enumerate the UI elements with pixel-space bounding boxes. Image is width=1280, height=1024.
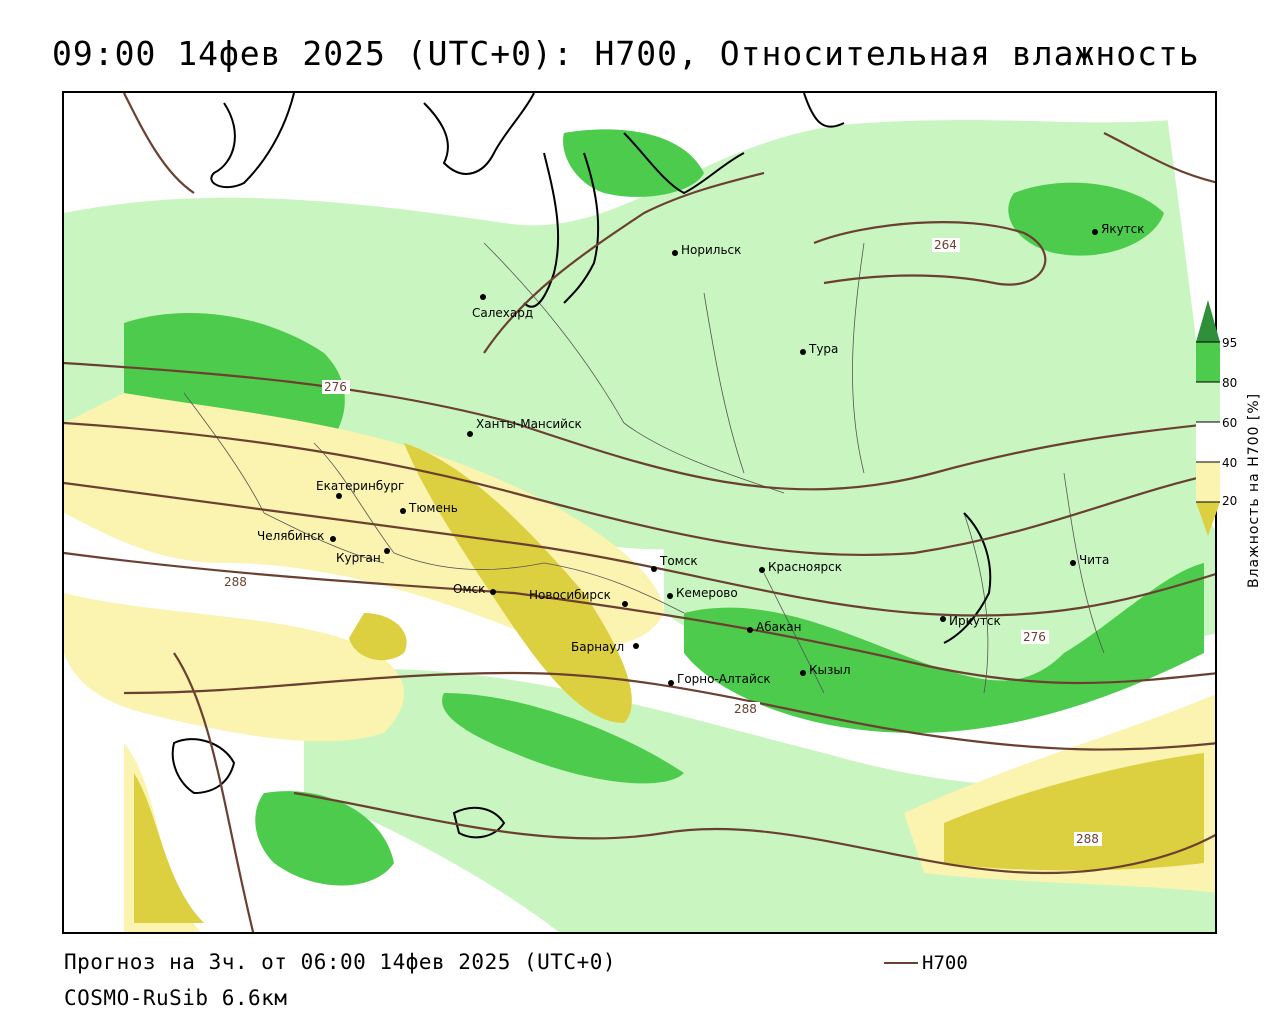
city-marker	[667, 593, 673, 599]
city-label: Челябинск	[257, 529, 324, 543]
city-label: Кемерово	[676, 586, 738, 600]
city-label: Новосибирск	[529, 588, 611, 602]
h700-legend-label: H700	[922, 952, 968, 974]
city-marker	[672, 250, 678, 256]
city-label: Кызыл	[809, 663, 851, 677]
city-label: Горно-Алтайск	[677, 672, 771, 686]
humidity-80-95-b	[563, 129, 704, 197]
city-label: Ханты-Мансийск	[476, 417, 582, 431]
contour-label: 264	[934, 238, 957, 252]
map-area: 264 276 276 288 288 288 Якутск Норильск …	[62, 91, 1217, 934]
city-label: Норильск	[681, 243, 741, 257]
city-marker	[467, 431, 473, 437]
city-marker	[400, 508, 406, 514]
colorbar-80-95	[1196, 342, 1220, 382]
city-marker	[330, 536, 336, 542]
city-marker	[940, 616, 946, 622]
h700-contours	[64, 93, 1215, 932]
city-marker	[800, 349, 806, 355]
city-label: Якутск	[1101, 222, 1145, 236]
colorbar-tick-80: 80	[1222, 376, 1238, 390]
humidity-colorbar	[1196, 300, 1220, 536]
humidity-80-95-e	[442, 693, 684, 784]
colorbar-tick-40: 40	[1222, 456, 1238, 470]
city-label: Томск	[659, 554, 698, 568]
humidity-80-95-f	[255, 791, 394, 886]
city-label: Тюмень	[408, 501, 458, 515]
model-name: COSMO-RuSib 6.6км	[64, 986, 288, 1010]
city-marker	[668, 680, 674, 686]
no-data-sw	[64, 693, 124, 932]
colorbar-20-40	[1196, 462, 1220, 502]
contour-label: 288	[734, 702, 757, 716]
city-label: Барнаул	[571, 640, 624, 654]
city-label: Иркутск	[949, 614, 1001, 628]
colorbar-over95	[1196, 300, 1220, 342]
contour-label: 288	[224, 575, 247, 589]
colorbar-under20	[1196, 502, 1220, 536]
humidity-under-20-b	[349, 613, 407, 661]
map-canvas: 264 276 276 288 288 288 Якутск Норильск …	[64, 93, 1215, 932]
humidity-under-20-a	[404, 443, 632, 723]
city-marker	[1092, 229, 1098, 235]
colorbar-tick-95: 95	[1222, 336, 1238, 350]
humidity-under-20-c	[944, 753, 1204, 871]
colorbar-60-80	[1196, 382, 1220, 422]
colorbar-40-60	[1196, 422, 1220, 462]
contour-labels: 264 276 276 288 288 288	[222, 238, 1102, 846]
city-label: Салехард	[472, 306, 533, 320]
city-marker	[480, 294, 486, 300]
humidity-under-20-d	[134, 773, 204, 923]
contour-label: 276	[324, 380, 347, 394]
city-marker	[747, 627, 753, 633]
cities: Якутск Норильск Салехард Тура Ханты-Манс…	[257, 222, 1145, 686]
map-title: 09:00 14фев 2025 (UTC+0): H700, Относите…	[52, 34, 1200, 73]
city-marker	[633, 643, 639, 649]
city-marker	[759, 567, 765, 573]
city-marker	[651, 566, 657, 572]
colorbar-tick-60: 60	[1222, 416, 1238, 430]
coastlines	[171, 93, 992, 839]
colorbar-title: Влажность на H700 [%]	[1246, 392, 1262, 588]
city-marker	[490, 589, 496, 595]
city-marker	[800, 670, 806, 676]
city-marker	[336, 493, 342, 499]
colorbar-tick-20: 20	[1222, 494, 1238, 508]
city-label: Курган	[336, 551, 381, 565]
humidity-80-95-c	[1008, 182, 1164, 256]
h700-legend-line	[884, 962, 918, 964]
contour-label: 288	[1076, 832, 1099, 846]
no-data-se	[1164, 93, 1215, 505]
city-marker	[622, 601, 628, 607]
no-data-north	[704, 93, 1215, 124]
humidity-80-95-d	[684, 563, 1204, 733]
city-label: Омск	[453, 582, 485, 596]
city-label: Абакан	[756, 620, 801, 634]
city-marker	[384, 548, 390, 554]
contour-label: 276	[1023, 630, 1046, 644]
city-label: Красноярск	[768, 560, 842, 574]
forecast-info: Прогноз на 3ч. от 06:00 14фев 2025 (UTC+…	[64, 950, 617, 974]
city-label: Тура	[808, 342, 838, 356]
city-label: Чита	[1079, 553, 1109, 567]
humidity-20-40-west	[64, 593, 404, 742]
city-label: Екатеринбург	[316, 479, 404, 493]
humidity-field	[64, 93, 1215, 932]
city-marker	[1070, 560, 1076, 566]
